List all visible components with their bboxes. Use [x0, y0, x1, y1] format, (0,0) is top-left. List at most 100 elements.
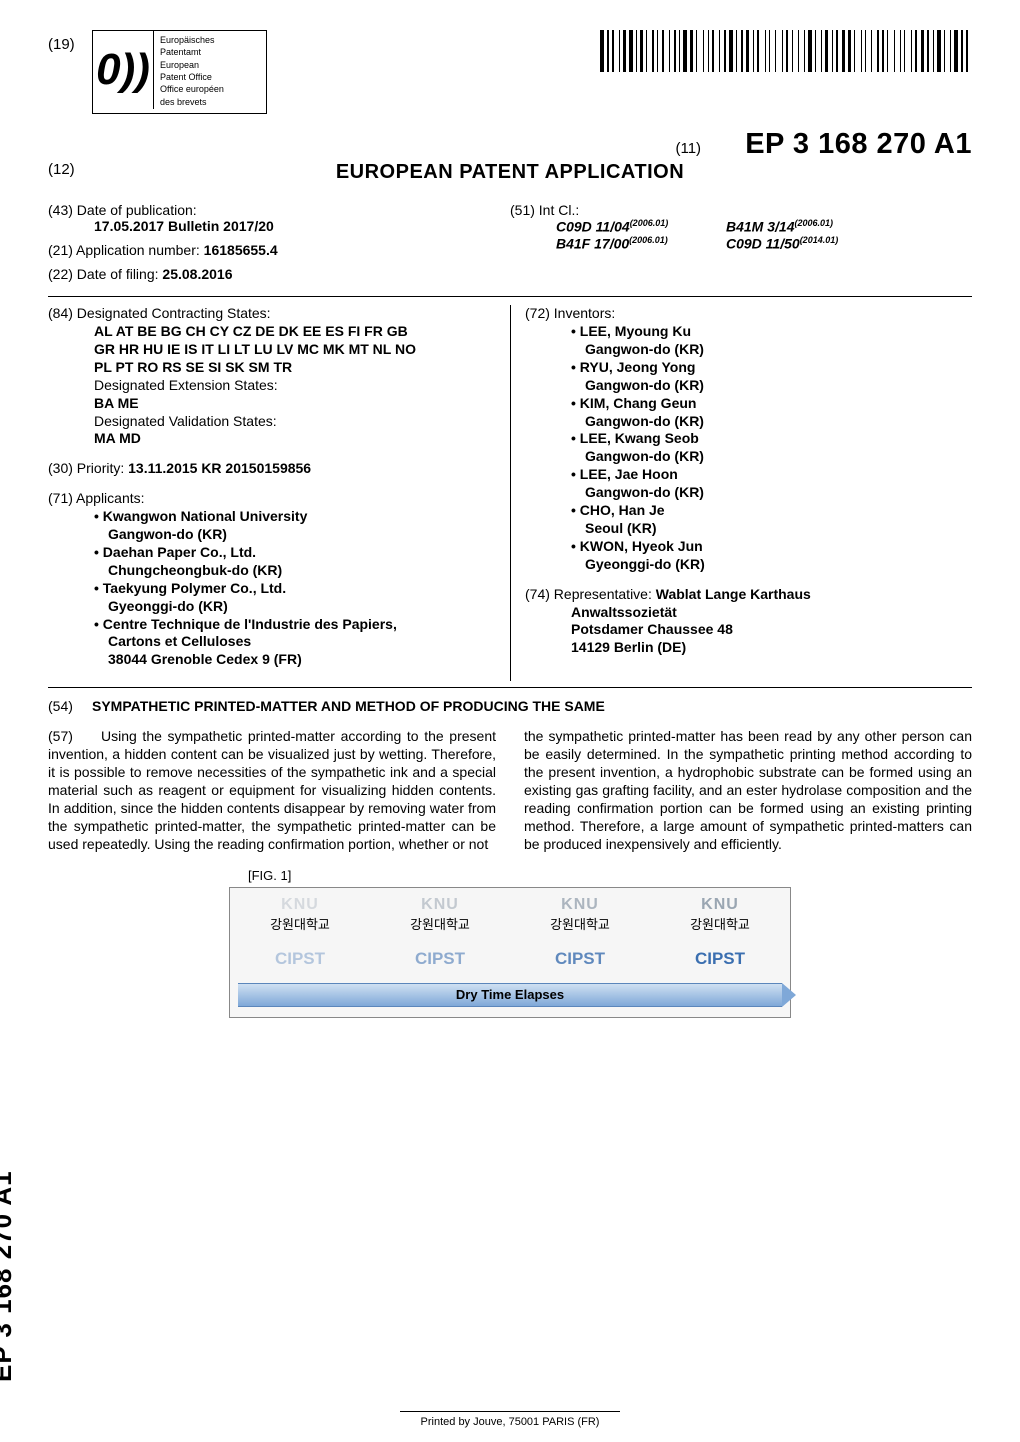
inventor-name: KWON, Hyeok Jun: [525, 538, 972, 556]
intcl-code: B41M 3/14: [726, 219, 794, 235]
abstract-left: Using the sympathetic printed-matter acc…: [48, 728, 496, 851]
intcl-ver: (2006.01): [629, 235, 668, 245]
abstract-right: the sympathetic printed-matter has been …: [524, 728, 972, 851]
extension-states-label: Designated Extension States:: [48, 377, 496, 395]
code-74: (74): [525, 586, 550, 602]
fig-cipst: CIPST: [514, 949, 646, 969]
code-22: (22): [48, 266, 73, 282]
fig-knu: KNU: [374, 896, 506, 914]
code-71: (71): [48, 490, 73, 506]
invention-title: SYMPATHETIC PRINTED-MATTER AND METHOD OF…: [92, 698, 605, 714]
validation-states: MA MD: [48, 430, 496, 448]
representative-line: 14129 Berlin (DE): [525, 639, 972, 657]
extension-states: BA ME: [48, 395, 496, 413]
designated-states: AL AT BE BG CH CY CZ DE DK EE ES FI FR G…: [48, 323, 496, 341]
inventor-addr: Gangwon-do (KR): [525, 377, 972, 395]
fig-cipst: CIPST: [374, 949, 506, 969]
applicant-addr: Gangwon-do (KR): [48, 526, 496, 544]
inventor-addr: Gangwon-do (KR): [525, 484, 972, 502]
representative-line: Anwaltssozietät: [525, 604, 972, 622]
applicants-label: Applicants:: [76, 490, 144, 506]
intcl-code: C09D 11/50: [726, 235, 800, 251]
code-51: (51): [510, 202, 535, 218]
inventor-name: RYU, Jeong Yong: [525, 359, 972, 377]
code-72: (72): [525, 305, 550, 321]
logo-line: European: [160, 60, 260, 70]
barcode: [600, 30, 972, 72]
epo-logo-block: 0)) Europäisches Patentamt European Pate…: [92, 30, 267, 114]
logo-line: des brevets: [160, 97, 260, 107]
code-43: (43): [48, 202, 73, 218]
separator: [48, 687, 972, 688]
logo-line: Europäisches: [160, 35, 260, 45]
fig-knu-sub: 강원대학교: [654, 914, 786, 933]
code-11: (11): [675, 140, 701, 157]
inventor-name: LEE, Myoung Ku: [525, 323, 972, 341]
designated-states-label: Designated Contracting States:: [77, 305, 271, 321]
figure-label: [FIG. 1]: [248, 868, 972, 883]
app-number-value: 16185655.4: [204, 242, 278, 258]
inventor-name: CHO, Han Je: [525, 502, 972, 520]
inventor-name: KIM, Chang Geun: [525, 395, 972, 413]
footer-text: Printed by Jouve, 75001 PARIS (FR): [421, 1416, 600, 1428]
fig-cipst: CIPST: [654, 949, 786, 969]
inventors-label: Inventors:: [554, 305, 615, 321]
fig-knu-sub: 강원대학교: [234, 914, 366, 933]
pub-date-label: Date of publication:: [77, 202, 197, 218]
applicant-addr: Gyeonggi-do (KR): [48, 598, 496, 616]
footer: Printed by Jouve, 75001 PARIS (FR): [0, 1411, 1020, 1428]
fig-knu: KNU: [654, 896, 786, 914]
code-57: (57): [48, 728, 73, 744]
separator: [48, 296, 972, 297]
applicant-name: Kwangwon National University: [48, 508, 496, 526]
intcl-ver: (2006.01): [630, 218, 669, 228]
applicant-addr: 38044 Grenoble Cedex 9 (FR): [48, 651, 496, 669]
application-title: EUROPEAN PATENT APPLICATION: [48, 161, 972, 184]
representative-line: Potsdamer Chaussee 48: [525, 621, 972, 639]
code-30: (30): [48, 460, 73, 476]
inventor-addr: Gangwon-do (KR): [525, 341, 972, 359]
fig-knu-sub: 강원대학교: [374, 914, 506, 933]
code-21: (21): [48, 242, 73, 258]
logo-line: Office européen: [160, 84, 260, 94]
epo-logo-glyph: 0)): [93, 31, 154, 109]
intcl-ver: (2006.01): [794, 218, 833, 228]
applicant-name: Centre Technique de l'Industrie des Papi…: [48, 616, 496, 634]
inventor-name: LEE, Kwang Seob: [525, 430, 972, 448]
applicant-name-cont: Cartons et Celluloses: [48, 633, 496, 651]
applicant-name: Taekyung Polymer Co., Ltd.: [48, 580, 496, 598]
inventor-addr: Gangwon-do (KR): [525, 448, 972, 466]
dry-time-bar: Dry Time Elapses: [238, 983, 782, 1007]
representative-label: Representative:: [554, 586, 656, 602]
app-number-label: Application number:: [76, 242, 204, 258]
epo-logo-text: Europäisches Patentamt European Patent O…: [154, 31, 266, 113]
applicant-name: Daehan Paper Co., Ltd.: [48, 544, 496, 562]
representative-name: Wablat Lange Karthaus: [656, 586, 811, 602]
code-54: (54): [48, 698, 92, 714]
figure-1: KNU강원대학교 KNU강원대학교 KNU강원대학교 KNU강원대학교 CIPS…: [229, 887, 791, 1018]
intcl-ver: (2014.01): [800, 235, 839, 245]
code-12: (12): [48, 161, 75, 178]
spine-publication-number: EP 3 168 270 A1: [0, 1170, 18, 1382]
intcl-code: B41F 17/00: [556, 235, 629, 251]
logo-line: Patentamt: [160, 47, 260, 57]
filing-date-label: Date of filing:: [77, 266, 163, 282]
logo-line: Patent Office: [160, 72, 260, 82]
validation-states-label: Designated Validation States:: [48, 413, 496, 431]
fig-knu-sub: 강원대학교: [514, 914, 646, 933]
publication-number: EP 3 168 270 A1: [745, 128, 972, 160]
priority-value: 13.11.2015 KR 20150159856: [128, 460, 311, 476]
inventor-addr: Gangwon-do (KR): [525, 413, 972, 431]
code-19: (19): [48, 36, 92, 53]
code-84: (84): [48, 305, 73, 321]
intcl-label: Int Cl.:: [539, 202, 579, 218]
inventor-addr: Seoul (KR): [525, 520, 972, 538]
filing-date-value: 25.08.2016: [162, 266, 232, 282]
designated-states: PL PT RO RS SE SI SK SM TR: [48, 359, 496, 377]
fig-knu: KNU: [514, 896, 646, 914]
pub-date-value: 17.05.2017 Bulletin 2017/20: [48, 218, 274, 234]
fig-knu: KNU: [234, 896, 366, 914]
inventor-name: LEE, Jae Hoon: [525, 466, 972, 484]
priority-label: Priority:: [77, 460, 128, 476]
intcl-code: C09D 11/04: [556, 219, 630, 235]
